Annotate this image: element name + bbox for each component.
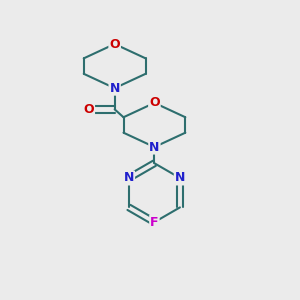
Text: N: N xyxy=(175,172,185,184)
Text: O: O xyxy=(83,103,94,116)
Text: O: O xyxy=(110,38,120,50)
Text: N: N xyxy=(110,82,120,95)
Text: O: O xyxy=(149,96,160,110)
Text: N: N xyxy=(149,141,160,154)
Text: F: F xyxy=(150,216,159,229)
Text: N: N xyxy=(124,172,134,184)
